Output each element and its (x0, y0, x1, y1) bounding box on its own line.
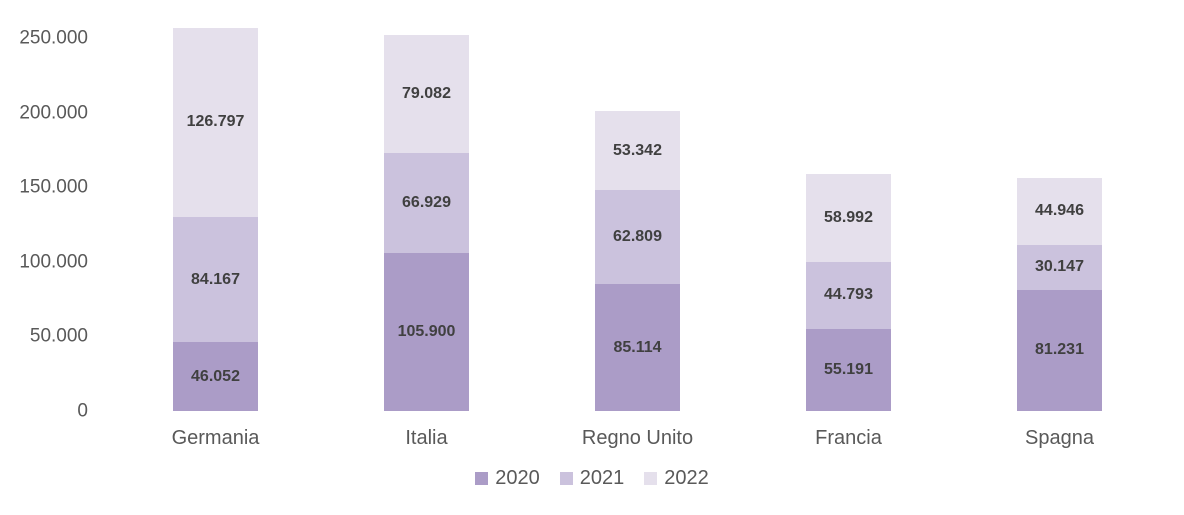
data-label: 55.191 (824, 360, 873, 378)
data-label: 126.797 (186, 113, 245, 131)
bar-segment-2022: 44.946 (1017, 177, 1102, 245)
bar-spagna: 81.231 30.147 44.946 (1017, 177, 1102, 411)
data-label: 84.167 (191, 270, 240, 288)
bar-regno-unito: 85.114 62.809 53.342 (595, 110, 680, 411)
y-axis-tick-label: 100.000 (19, 251, 88, 273)
bar-segment-2021: 30.147 (1017, 244, 1102, 290)
bar-segment-2021: 84.167 (173, 216, 258, 343)
legend-label: 2022 (664, 467, 709, 489)
y-axis-tick-label: 0 (77, 400, 88, 422)
category-label: Regno Unito (581, 427, 694, 449)
y-axis-tick-label: 200.000 (19, 102, 88, 124)
legend: 2020 2021 2022 (0, 468, 1184, 488)
legend-label: 2020 (495, 467, 540, 489)
legend-item-2020: 2020 (475, 468, 540, 488)
bar-segment-2020: 81.231 (1017, 289, 1102, 411)
bar-segment-2020: 85.114 (595, 284, 680, 411)
y-axis-tick-label: 250.000 (19, 27, 88, 49)
bar-segment-2020: 55.191 (806, 328, 891, 411)
data-label: 105.900 (397, 323, 456, 340)
data-label: 44.946 (1035, 202, 1084, 220)
data-label: 58.992 (824, 208, 873, 226)
y-axis: 250.000 200.000 150.000 100.000 50.000 0 (0, 0, 88, 515)
data-label: 81.231 (1035, 341, 1084, 359)
bar-germania: 46.052 84.167 126.797 (173, 27, 258, 411)
bar-segment-2021: 44.793 (806, 261, 891, 329)
legend-item-2022: 2022 (644, 468, 709, 488)
data-label: 44.793 (824, 286, 873, 304)
data-label: 53.342 (613, 141, 662, 159)
legend-item-2021: 2021 (559, 467, 625, 489)
bar-segment-2022: 58.992 (806, 173, 891, 262)
legend-label: 2021 (579, 467, 625, 489)
bar-segment-2020: 105.900 (384, 253, 469, 411)
y-axis-tick-label: 150.000 (19, 176, 88, 198)
bar-francia: 55.191 44.793 58.992 (806, 173, 891, 411)
category-label: Germania (171, 427, 260, 449)
legend-swatch-2020 (475, 471, 489, 485)
category-label: Italia (405, 427, 448, 449)
bar-segment-2021: 62.809 (595, 190, 680, 285)
legend-swatch-2021 (559, 471, 573, 485)
category-label: Francia (815, 427, 882, 449)
data-label: 79.082 (402, 85, 451, 103)
bar-segment-2021: 66.929 (384, 153, 469, 253)
category-label: Spagna (1025, 427, 1094, 449)
bar-segment-2022: 79.082 (384, 35, 469, 154)
data-label: 62.809 (613, 228, 662, 246)
bar-italia: 105.900 66.929 79.082 (384, 35, 469, 411)
data-label: 30.147 (1035, 258, 1084, 276)
y-axis-tick-label: 50.000 (29, 325, 88, 347)
bar-segment-2022: 126.797 (173, 27, 258, 217)
legend-swatch-2022 (644, 471, 658, 485)
data-label: 66.929 (402, 194, 451, 212)
bar-segment-2020: 46.052 (173, 342, 258, 411)
bar-segment-2022: 53.342 (595, 110, 680, 191)
data-label: 85.114 (613, 338, 662, 356)
data-label: 46.052 (191, 367, 240, 385)
